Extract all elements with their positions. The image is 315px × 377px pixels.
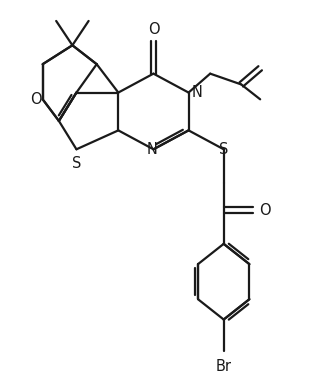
Text: N: N: [147, 142, 158, 157]
Text: S: S: [219, 142, 228, 157]
Text: Br: Br: [216, 359, 232, 374]
Text: O: O: [148, 22, 159, 37]
Text: O: O: [30, 92, 42, 107]
Text: S: S: [72, 156, 81, 171]
Text: N: N: [191, 85, 202, 100]
Text: O: O: [259, 202, 271, 218]
